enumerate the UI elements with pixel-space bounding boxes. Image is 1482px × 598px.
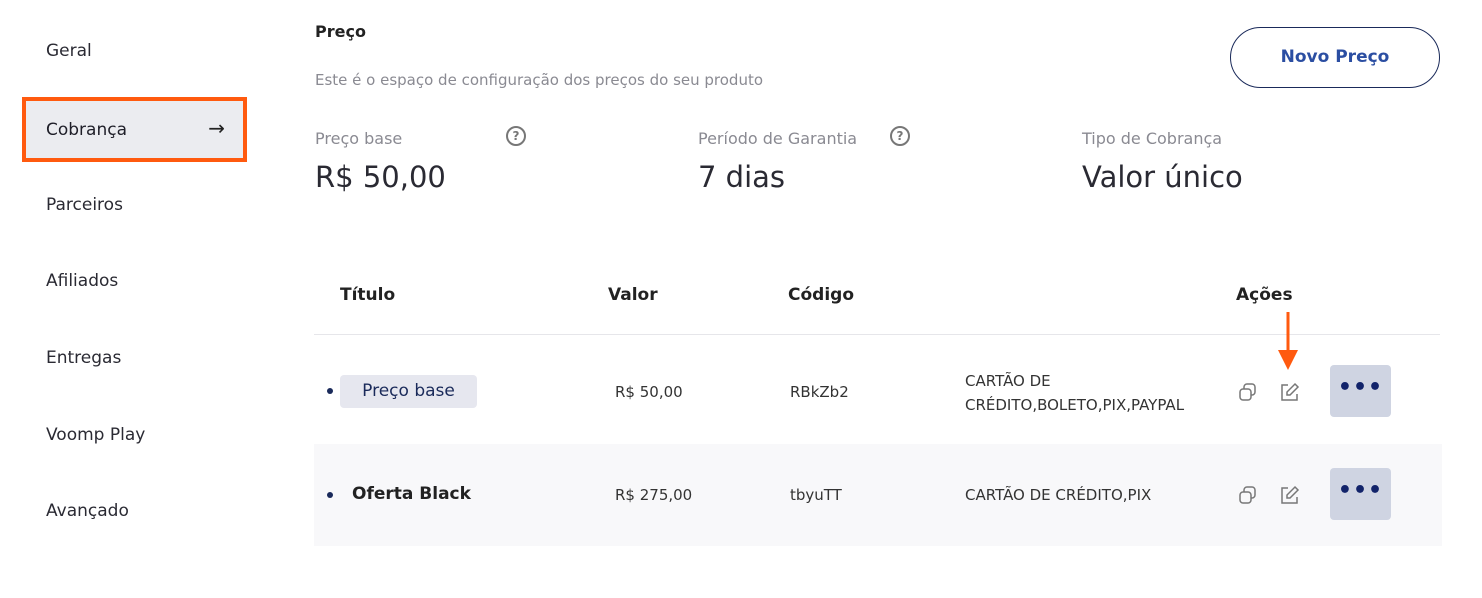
sidebar-item-avancado[interactable]: Avançado	[46, 501, 129, 521]
summary-label: Tipo de Cobrança	[1082, 129, 1223, 148]
bullet	[327, 388, 333, 394]
bullet	[327, 492, 333, 498]
new-price-button[interactable]: Novo Preço	[1230, 27, 1440, 88]
column-header-valor: Valor	[608, 285, 658, 305]
arrow-right-icon: →	[208, 116, 225, 140]
row-value: R$ 50,00	[615, 383, 683, 401]
divider	[314, 334, 1440, 335]
summary-value: R$ 50,00	[315, 160, 446, 194]
column-header-acoes: Ações	[1236, 285, 1293, 305]
row-code: tbyuTT	[790, 486, 842, 504]
row-title: Preço base	[340, 375, 477, 408]
annotation-arrow-icon	[1278, 312, 1298, 372]
summary-value: 7 dias	[698, 160, 786, 194]
column-header-codigo: Código	[788, 285, 854, 305]
help-icon[interactable]: ?	[890, 126, 910, 146]
sidebar-item-entregas[interactable]: Entregas	[46, 348, 122, 368]
summary-label: Preço base	[315, 129, 403, 148]
column-header-titulo: Título	[340, 285, 396, 305]
more-actions-button[interactable]: •••	[1330, 365, 1391, 417]
copy-icon[interactable]	[1237, 484, 1259, 506]
sidebar-item-cobranca[interactable]: Cobrança →	[22, 97, 247, 162]
page-subtitle: Este é o espaço de configuração dos preç…	[315, 71, 764, 89]
row-value: R$ 275,00	[615, 486, 693, 504]
sidebar-item-voomp-play[interactable]: Voomp Play	[46, 425, 146, 445]
row-title: Oferta Black	[352, 484, 471, 504]
sidebar-item-label: Cobrança	[46, 120, 128, 140]
help-icon[interactable]: ?	[506, 126, 526, 146]
sidebar-item-afiliados[interactable]: Afiliados	[46, 271, 119, 291]
table-row	[314, 444, 1442, 546]
summary-label: Período de Garantia	[698, 129, 858, 148]
page-title: Preço	[315, 22, 366, 41]
more-actions-button[interactable]: •••	[1330, 468, 1391, 520]
row-methods: CARTÃO DE CRÉDITO,PIX	[965, 486, 1152, 504]
row-code: RBkZb2	[790, 383, 849, 401]
edit-icon[interactable]	[1278, 381, 1300, 403]
edit-icon[interactable]	[1278, 484, 1300, 506]
sidebar-item-geral[interactable]: Geral	[46, 41, 92, 61]
row-methods: CARTÃO DE CRÉDITO,BOLETO,PIX,PAYPAL	[965, 372, 1185, 414]
summary-value: Valor único	[1082, 160, 1243, 194]
copy-icon[interactable]	[1237, 381, 1259, 403]
sidebar-item-parceiros[interactable]: Parceiros	[46, 195, 123, 215]
